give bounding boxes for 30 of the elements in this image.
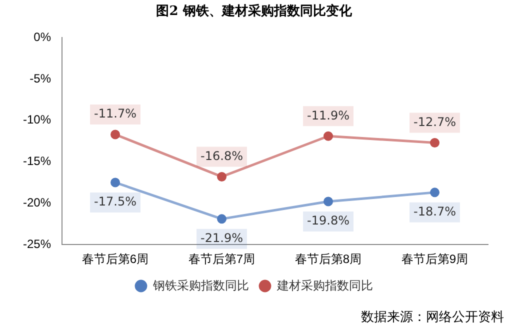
data-label: -17.5% xyxy=(94,194,136,209)
data-label: -18.7% xyxy=(414,204,456,219)
y-tick-label: 0% xyxy=(34,30,52,44)
data-label: -16.8% xyxy=(200,148,243,163)
data-label: -11.7% xyxy=(94,106,136,121)
point xyxy=(217,172,227,182)
point xyxy=(430,188,440,198)
point xyxy=(324,131,334,141)
data-label: -11.9% xyxy=(307,108,350,122)
y-tick-label: -15% xyxy=(23,154,52,168)
legend-label: 建材采购指数同比 xyxy=(276,278,373,292)
y-tick-label: -10% xyxy=(23,112,52,127)
y-tick-label: -5% xyxy=(30,71,52,86)
legend-label: 钢铁采购指数同比 xyxy=(152,278,249,292)
x-tick-label: 春节后第8周 xyxy=(294,252,362,266)
point xyxy=(217,214,227,224)
chart-title: 图2 钢铁、建材采购指数同比变化 xyxy=(156,3,353,20)
data-label: -19.8% xyxy=(307,214,350,228)
point xyxy=(430,138,440,148)
point xyxy=(110,178,120,188)
point xyxy=(324,196,334,206)
point xyxy=(110,130,120,140)
x-tick-label: 春节后第7周 xyxy=(188,252,256,266)
y-tick-label: -25% xyxy=(23,236,52,251)
data-label: -21.9% xyxy=(200,231,243,246)
data-label: -12.7% xyxy=(414,114,456,129)
source-note: 数据来源：网络公开资料 xyxy=(361,309,504,326)
y-tick-label: -20% xyxy=(23,196,52,210)
x-tick-label: 春节后第9周 xyxy=(401,252,468,266)
x-tick-label: 春节后第6周 xyxy=(82,252,149,266)
